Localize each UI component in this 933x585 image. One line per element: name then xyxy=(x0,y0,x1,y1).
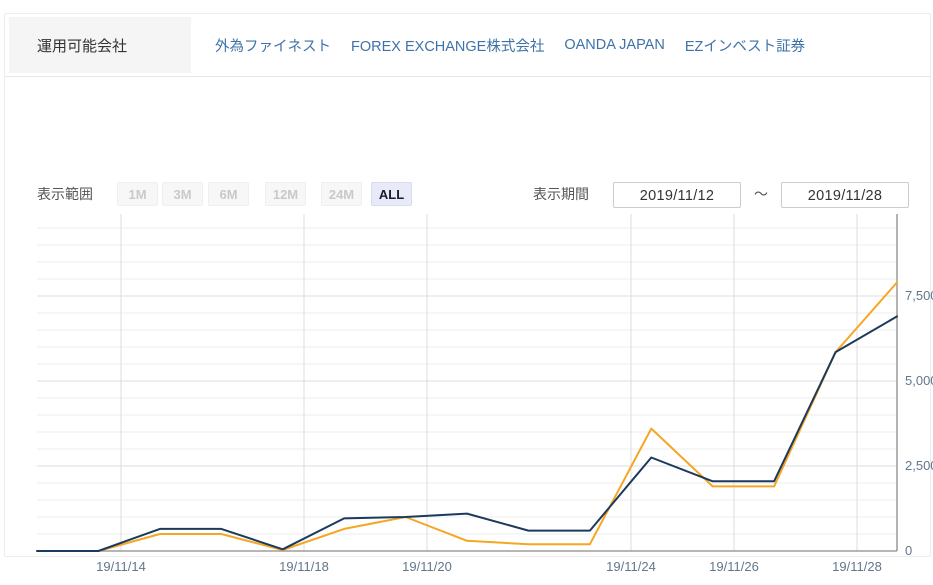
svg-text:19/11/28: 19/11/28 xyxy=(832,559,882,574)
svg-text:7,500: 7,500 xyxy=(905,288,933,303)
svg-text:19/11/26: 19/11/26 xyxy=(709,559,759,574)
svg-text:19/11/20: 19/11/20 xyxy=(402,559,452,574)
svg-text:19/11/18: 19/11/18 xyxy=(279,559,329,574)
svg-text:19/11/14: 19/11/14 xyxy=(96,559,146,574)
svg-text:0: 0 xyxy=(905,543,912,558)
svg-text:5,000: 5,000 xyxy=(905,373,933,388)
svg-text:19/11/24: 19/11/24 xyxy=(606,559,656,574)
svg-text:2,500: 2,500 xyxy=(905,458,933,473)
